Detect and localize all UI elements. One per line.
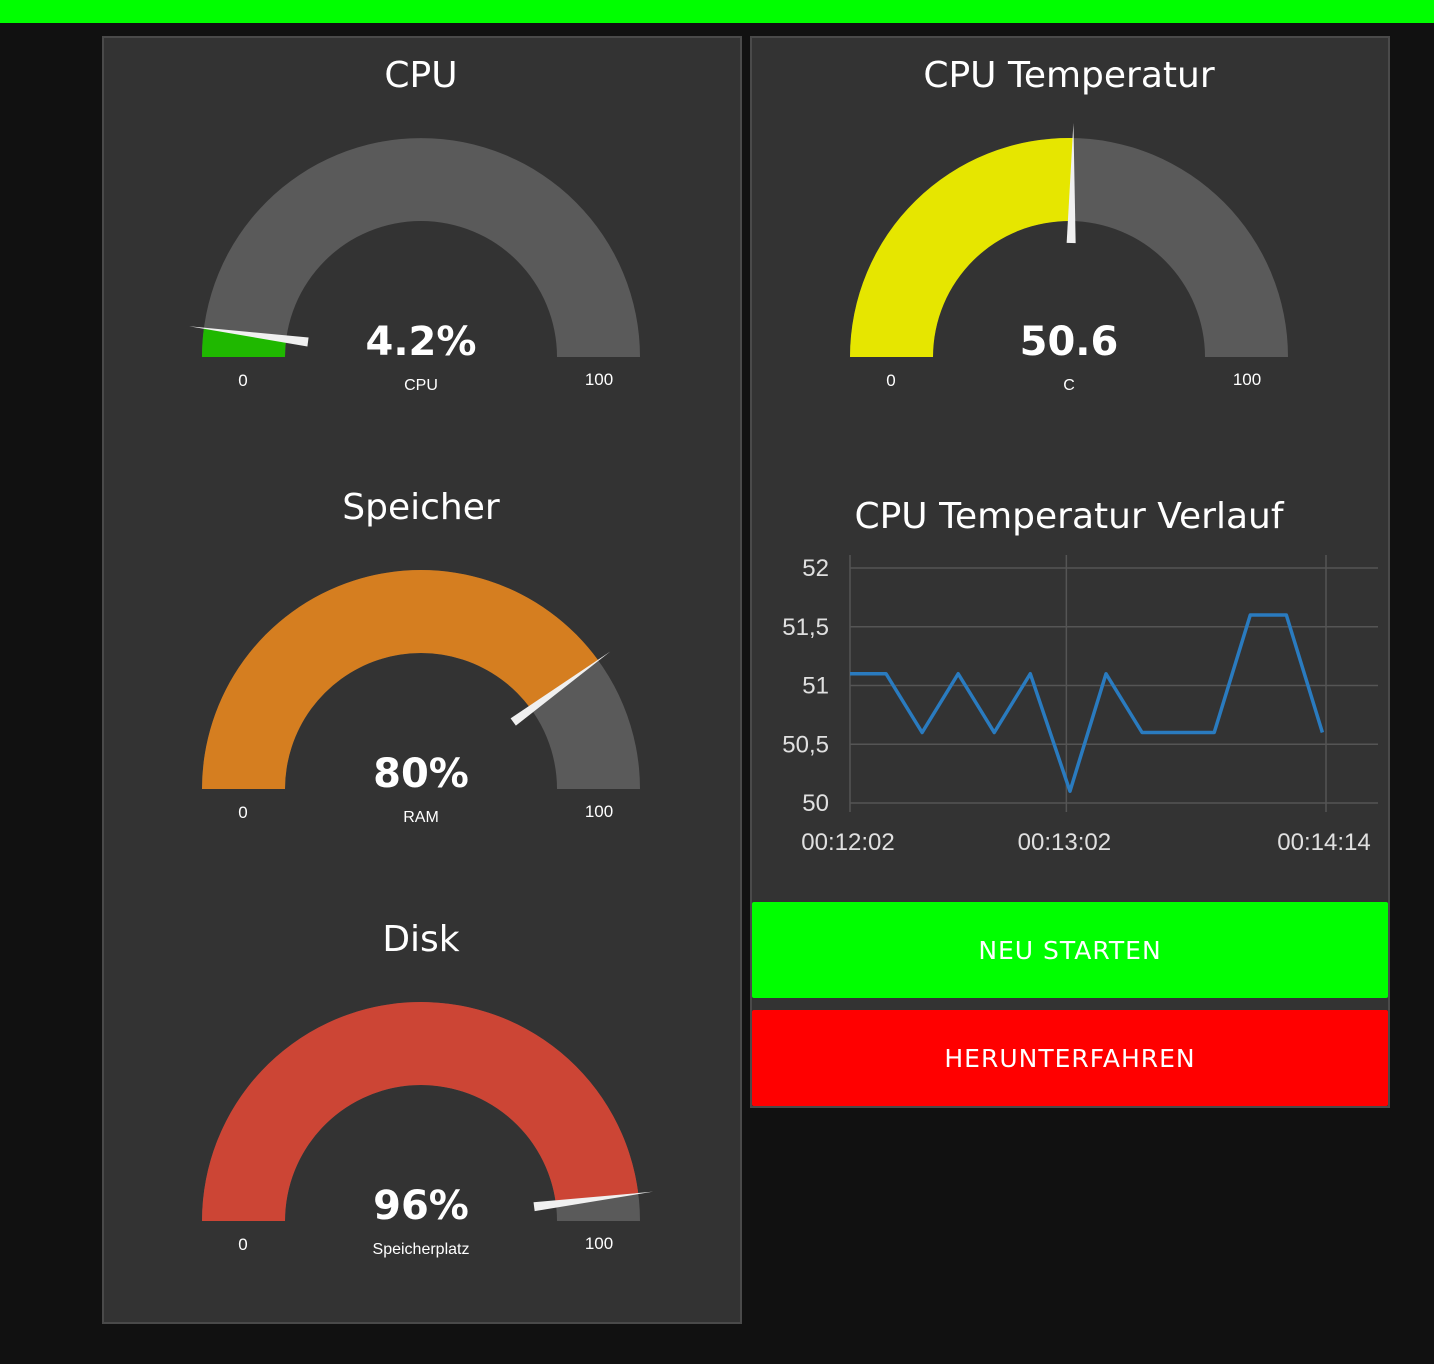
- temperature-gauge: CPU Temperatur 50.6 C 0 100: [850, 55, 1288, 394]
- disk-gauge-unit: Speicherplatz: [373, 1241, 470, 1258]
- ram-gauge-fill: [202, 569, 599, 789]
- disk-gauge-fill: [201, 1001, 639, 1221]
- chart-x-tick-label: 00:12:02: [801, 829, 894, 856]
- chart-x-tick-label: 00:14:14: [1277, 829, 1370, 856]
- ram-gauge-max: 100: [585, 802, 613, 821]
- disk-gauge-title: Disk: [382, 919, 459, 960]
- chart-y-tick-label: 51: [802, 673, 829, 700]
- restart-button[interactable]: NEU STARTEN: [752, 902, 1388, 998]
- temperature-gauge-value: 50.6: [1020, 319, 1119, 365]
- cpu-gauge-track: [202, 138, 640, 357]
- temperature-gauge-fill: [850, 137, 1074, 357]
- temperature-gauge-unit: C: [1063, 377, 1075, 394]
- ram-gauge-min: 0: [238, 803, 247, 822]
- ram-gauge-value: 80%: [373, 751, 469, 797]
- ram-gauge-title: Speicher: [342, 487, 500, 528]
- temperature-gauge-min: 0: [886, 371, 895, 390]
- temperature-gauge-max: 100: [1233, 370, 1261, 389]
- system-resources-card: [102, 36, 742, 1324]
- cpu-gauge-title: CPU: [384, 55, 457, 96]
- cpu-gauge-min: 0: [238, 371, 247, 390]
- chart-x-tick-label: 00:13:02: [1018, 829, 1111, 856]
- cpu-gauge-max: 100: [585, 370, 613, 389]
- chart-y-axis: 50 50,5 51 51,5 52: [782, 555, 829, 817]
- ram-gauge-unit: RAM: [403, 809, 439, 826]
- chart-series-line: [850, 613, 1325, 793]
- disk-gauge: Disk 96% Speicherplatz 0 100: [201, 919, 654, 1258]
- chart-y-tick-label: 52: [802, 555, 829, 582]
- cpu-gauge-needle: [189, 326, 309, 347]
- chart-y-tick-label: 51,5: [782, 614, 829, 641]
- disk-gauge-value: 96%: [373, 1183, 469, 1229]
- chart-y-tick-label: 50: [802, 790, 829, 817]
- shutdown-button[interactable]: HERUNTERFAHREN: [752, 1010, 1388, 1106]
- ram-gauge: Speicher 80% RAM 0 100: [202, 487, 640, 826]
- disk-gauge-min: 0: [238, 1235, 247, 1254]
- temperature-history-chart: CPU Temperatur Verlauf 50 50,5 51 51,5 52 00…: [782, 496, 1378, 856]
- temperature-gauge-needle: [1066, 123, 1076, 244]
- chart-x-axis: 00:12:02 00:13:02 00:14:14: [801, 829, 1370, 856]
- top-toolbar: [0, 0, 1434, 23]
- chart-title: CPU Temperatur Verlauf: [854, 496, 1284, 537]
- cpu-gauge-value: 4.2%: [366, 319, 477, 365]
- cpu-gauge-fill: [202, 328, 287, 357]
- chart-y-tick-label: 50,5: [782, 731, 829, 758]
- ram-gauge-needle: [510, 651, 611, 726]
- cpu-gauge-unit: CPU: [404, 377, 438, 394]
- temperature-gauge-title: CPU Temperatur: [923, 55, 1215, 96]
- disk-gauge-needle: [533, 1191, 654, 1212]
- disk-gauge-max: 100: [585, 1234, 613, 1253]
- cpu-gauge: CPU 4.2% CPU 0 100: [189, 55, 640, 394]
